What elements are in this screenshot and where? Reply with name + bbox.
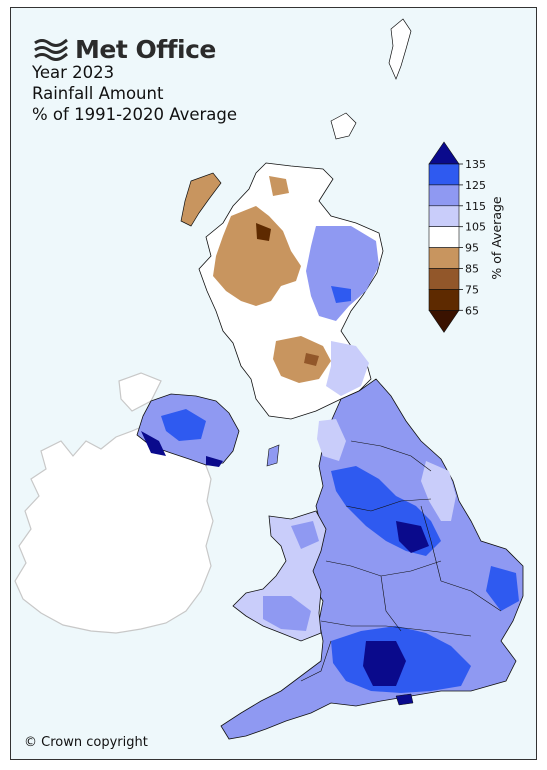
colorbar-bin-under [428,309,460,333]
colorbar-bin [428,247,460,269]
ni-very-high-rain [141,431,166,456]
england-east-light [421,461,456,521]
colorbar-bins [428,141,460,333]
colorbar-tick-label: 125 [465,179,486,192]
orkney [330,112,357,140]
met-office-wordmark: Met Office [75,35,216,64]
map-title: Year 2023 [32,63,115,82]
shetland [388,18,412,80]
copyright-notice: © Crown copyright [24,735,148,750]
colorbar-tick-label: 105 [465,221,486,234]
colorbar-tick-label: 115 [465,200,486,213]
scotland-north-dry [269,176,289,196]
colorbar-tick-label: 135 [465,158,486,171]
met-office-logo: Met Office [33,35,216,64]
scotland-east-wet [306,226,379,321]
england-south-very-wet [363,641,406,686]
colorbar-tick-label: 75 [465,283,479,296]
scotland-central-dry [273,336,331,383]
wales-south-wet [263,596,311,631]
colorbar-bin [428,184,460,207]
map-frame: Met Office Year 2023 Rainfall Amount % o… [10,7,537,760]
colorbar-bin [428,205,460,228]
scotland-central-dry-core [304,353,319,366]
colorbar-bin [428,163,460,186]
ni-high-rain [161,409,206,441]
met-office-wave-logo-icon [34,38,68,61]
map-subtitle: Rainfall Amount [32,84,164,103]
colorbar-bin [428,226,460,248]
scotland-highlands-dry [213,206,301,306]
region-borders [300,440,502,682]
scotland-southeast-wet [326,341,369,396]
colorbar-tick-label: 95 [465,242,479,255]
colorbar-ticks: 135 125 115 105 95 85 75 65 [459,158,486,317]
isle-of-man [266,444,280,467]
map-subtitle-average-period: % of 1991-2020 Average [32,105,238,124]
rainfall-map [14,18,524,740]
colorbar-bin [428,268,460,290]
colorbar-bin-over [428,141,460,165]
wales-north-wet [291,521,319,549]
ni-very-high-rain-2 [206,456,223,467]
isle-of-wight [395,693,414,706]
outer-hebrides [180,172,222,227]
england-north-very-wet [396,521,429,553]
colorbar-bin [428,289,460,311]
colorbar-tick-label: 85 [465,263,479,276]
colorbar-tick-label: 65 [465,304,479,317]
scotland-east-very-wet [331,286,351,303]
scotland-dry-core [256,223,271,241]
england-southeast-wet [486,566,519,611]
england-lake-district [317,419,346,461]
colorbar: 135 125 115 105 95 85 75 65 % of Average [428,141,504,333]
colorbar-label: % of Average [489,196,504,280]
